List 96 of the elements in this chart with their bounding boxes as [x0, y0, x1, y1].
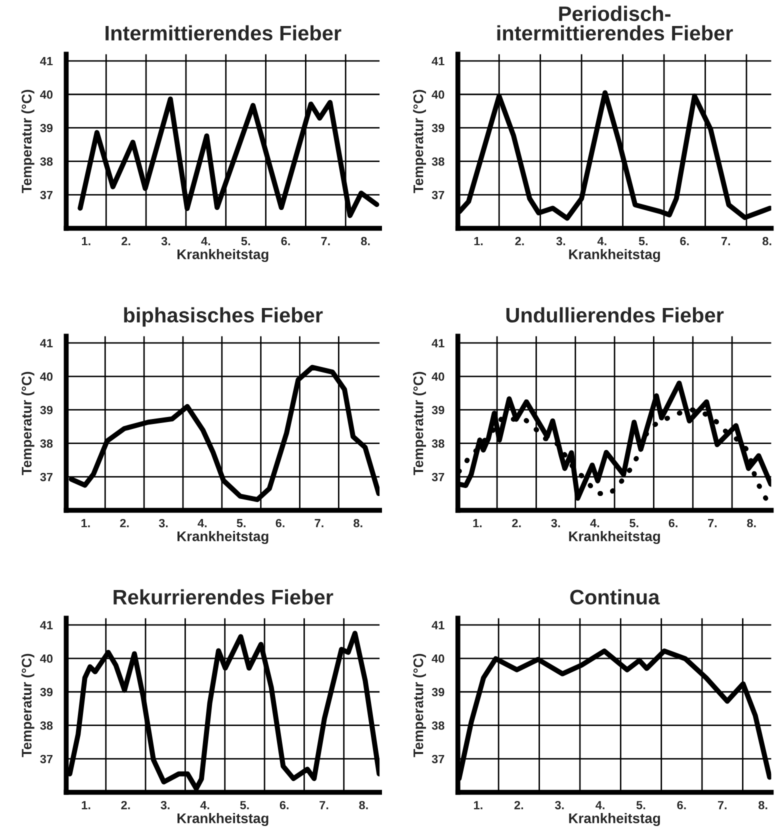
x-tick-label: 8.: [361, 236, 370, 246]
x-tick-label: 6.: [281, 236, 290, 246]
y-tick-label: 37: [40, 754, 53, 764]
x-tick-label: 1.: [474, 237, 483, 246]
y-tick-label: 39: [40, 688, 53, 696]
x-tick-label: 6.: [677, 800, 686, 810]
x-tick-label: 3.: [554, 800, 564, 810]
y-axis-title: Temperatur (°C): [21, 90, 34, 194]
y-tick-label: 39: [432, 688, 444, 696]
chart-title: Periodisch- intermittierendes Fieber: [497, 6, 733, 41]
x-tick-label: 4.: [200, 801, 210, 810]
x-tick-label: 7.: [708, 519, 717, 528]
x-axis-title: Krankheitstag: [569, 531, 660, 544]
x-tick-label: 8.: [758, 800, 768, 810]
x-tick-label: 7.: [314, 519, 324, 528]
y-tick-label: 40: [40, 654, 53, 663]
x-tick-label: 1.: [82, 801, 90, 810]
y-tick-label: 39: [40, 406, 53, 414]
x-tick-label: 4.: [597, 237, 606, 246]
y-tick-label: 38: [432, 439, 444, 448]
x-tick-label: 5.: [636, 801, 646, 810]
y-axis-title: Temperatur (°C): [413, 372, 426, 476]
x-tick-label: 4.: [596, 801, 604, 810]
y-tick-label: 38: [40, 157, 53, 166]
y-tick-label: 41: [432, 621, 444, 630]
y-axis-title: Temperatur (°C): [21, 372, 34, 476]
x-tick-label: 6.: [276, 518, 284, 528]
x-tick-label: 8.: [359, 800, 368, 810]
x-tick-label: 3.: [161, 236, 170, 246]
x-tick-label: 2.: [120, 518, 129, 528]
y-tick-label: 39: [40, 124, 53, 132]
x-tick-label: 3.: [551, 518, 560, 528]
y-tick-label: 38: [432, 721, 444, 730]
x-tick-label: 5.: [241, 237, 250, 246]
x-tick-label: 7.: [321, 237, 330, 246]
y-tick-label: 40: [40, 372, 53, 381]
x-axis-title: Krankheitstag: [178, 813, 268, 826]
x-tick-label: 8.: [354, 518, 362, 528]
x-tick-label: 4.: [590, 519, 600, 528]
chart-title: Rekurrierendes Fieber: [114, 589, 334, 605]
y-tick-label: 41: [40, 621, 53, 630]
y-tick-label: 41: [40, 339, 53, 348]
y-tick-label: 37: [40, 190, 53, 200]
y-tick-label: 41: [432, 339, 444, 348]
x-tick-label: 5.: [236, 519, 246, 528]
x-tick-label: 2.: [514, 800, 524, 810]
x-tick-label: 3.: [160, 800, 170, 810]
x-axis-title: Krankheitstag: [178, 531, 268, 544]
y-axis-title: Temperatur (°C): [413, 654, 426, 758]
y-tick-label: 38: [40, 439, 53, 448]
x-tick-label: 1.: [473, 519, 482, 528]
x-tick-label: 4.: [201, 237, 210, 246]
x-tick-label: 2.: [121, 800, 130, 810]
x-axis-title: Krankheitstag: [569, 249, 660, 262]
x-tick-label: 6.: [680, 236, 689, 246]
y-tick-label: 40: [432, 372, 444, 381]
y-tick-label: 40: [432, 90, 444, 99]
y-tick-label: 38: [40, 721, 53, 730]
y-tick-label: 37: [432, 472, 444, 482]
y-tick-label: 39: [432, 406, 444, 414]
x-tick-label: 8.: [747, 518, 756, 528]
x-tick-label: 1.: [82, 519, 90, 528]
x-tick-label: 7.: [721, 237, 730, 246]
x-tick-label: 2.: [515, 236, 524, 246]
x-tick-label: 3.: [158, 518, 168, 528]
chart-title: Undullierendes Fieber: [506, 307, 724, 323]
x-tick-label: 7.: [718, 801, 726, 810]
y-tick-label: 40: [432, 654, 444, 663]
x-tick-label: 5.: [638, 237, 648, 246]
y-tick-label: 40: [40, 90, 53, 99]
y-axis-title: Temperatur (°C): [413, 90, 426, 194]
y-tick-label: 37: [40, 472, 53, 482]
y-tick-label: 39: [432, 124, 444, 132]
x-tick-label: 8.: [762, 236, 772, 246]
y-axis-title: Temperatur (°C): [21, 654, 34, 758]
x-tick-label: 3.: [556, 236, 566, 246]
x-tick-label: 5.: [240, 801, 249, 810]
x-axis-title: Krankheitstag: [178, 249, 268, 262]
x-tick-label: 7.: [320, 801, 328, 810]
y-tick-label: 41: [40, 57, 53, 66]
chart-title: biphasisches Fieber: [124, 307, 323, 327]
x-axis-title: Krankheitstag: [569, 813, 660, 826]
x-tick-label: 6.: [668, 518, 678, 528]
x-tick-label: 6.: [280, 800, 288, 810]
y-tick-label: 37: [432, 190, 444, 200]
x-tick-label: 2.: [512, 518, 521, 528]
x-tick-label: 1.: [474, 801, 482, 810]
chart-title: Continua: [570, 589, 660, 605]
x-tick-label: 2.: [122, 236, 130, 246]
x-tick-label: 4.: [198, 519, 207, 528]
chart-title: Intermittierendes Fieber: [106, 25, 342, 41]
y-tick-label: 37: [432, 754, 444, 764]
y-tick-label: 41: [432, 57, 444, 66]
y-tick-label: 38: [432, 157, 444, 166]
x-tick-label: 1.: [82, 237, 90, 246]
x-tick-label: 5.: [630, 519, 638, 528]
